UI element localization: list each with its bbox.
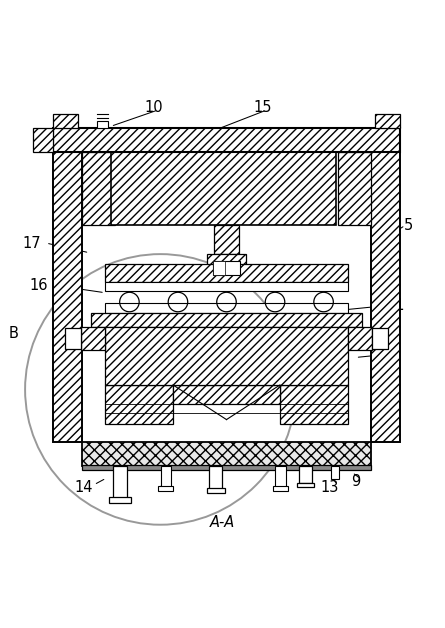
Bar [214,225,239,254]
Text: 15: 15 [253,100,272,115]
Bar [53,152,82,441]
Bar [97,121,108,127]
Bar [207,488,225,493]
Bar [82,441,371,466]
Bar [81,327,105,350]
Bar [273,486,288,490]
Text: 9: 9 [351,474,360,489]
Text: 5: 5 [404,218,413,233]
Bar [297,482,315,487]
Bar [105,303,348,313]
Text: 16: 16 [29,278,48,293]
Text: 10: 10 [145,100,163,115]
Bar [105,327,348,385]
Bar [82,465,371,470]
Bar [213,261,240,276]
Bar [299,466,312,484]
Bar [90,313,362,327]
Bar [53,114,77,127]
Bar [113,466,127,499]
Bar [111,152,336,225]
Bar [338,152,371,225]
Text: 11: 11 [386,298,405,313]
Bar [372,328,388,349]
Bar [173,385,280,404]
Text: 4: 4 [158,480,167,495]
Text: 14: 14 [75,480,93,495]
Bar [82,152,115,225]
Bar [53,127,400,152]
Text: B: B [9,327,19,342]
Bar [275,466,286,487]
Text: 17: 17 [22,236,41,251]
Bar [207,254,246,281]
Bar [105,281,348,291]
Bar [371,152,400,441]
Text: 6: 6 [391,347,400,362]
Bar [65,328,81,349]
Bar [161,466,171,487]
Bar [213,261,225,276]
Bar [280,385,348,424]
Bar [331,466,339,479]
Bar [105,264,348,281]
Bar [109,497,131,504]
Bar [105,385,173,424]
Bar [33,127,53,152]
Bar [348,327,372,350]
Text: 8: 8 [391,332,400,347]
Text: A-A: A-A [210,515,235,530]
Bar [376,114,400,127]
Bar [210,466,222,489]
Text: 13: 13 [321,480,339,495]
Bar [158,486,174,490]
